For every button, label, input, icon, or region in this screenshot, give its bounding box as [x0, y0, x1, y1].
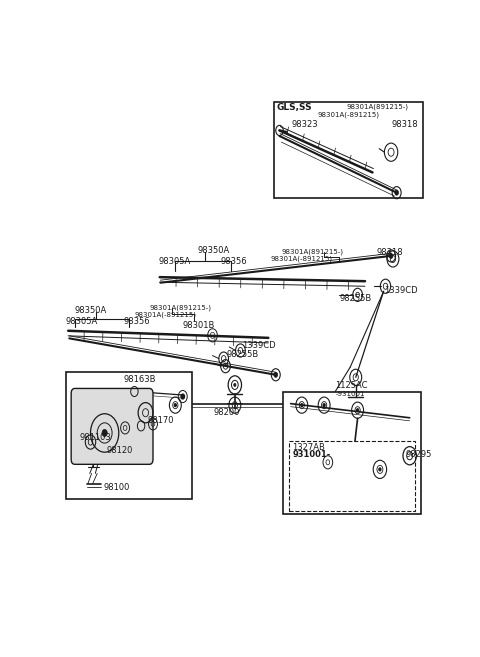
Text: 98100: 98100 [104, 483, 130, 492]
Text: 98323: 98323 [291, 120, 318, 129]
Text: 98356: 98356 [221, 258, 247, 267]
Text: 98301A(-891215): 98301A(-891215) [318, 111, 380, 118]
Circle shape [323, 403, 325, 407]
Text: 931001-: 931001- [292, 450, 331, 459]
Text: 98350A: 98350A [75, 306, 107, 315]
Text: 98301A(891215-): 98301A(891215-) [281, 248, 343, 255]
Text: 98255B: 98255B [227, 350, 259, 359]
Circle shape [389, 254, 393, 258]
Circle shape [234, 384, 236, 386]
Text: 98295: 98295 [406, 450, 432, 459]
Text: 98163B: 98163B [123, 375, 156, 384]
Circle shape [300, 403, 303, 407]
Text: -931001: -931001 [335, 390, 365, 397]
Text: 98305A: 98305A [66, 317, 98, 326]
Text: 98120: 98120 [107, 446, 133, 455]
Text: 98356: 98356 [123, 317, 150, 326]
Circle shape [395, 190, 398, 195]
Circle shape [274, 373, 277, 377]
Text: 98305A: 98305A [158, 258, 191, 267]
Text: 98350A: 98350A [198, 246, 230, 256]
Text: 98200: 98200 [214, 408, 240, 417]
Text: GLS,SS: GLS,SS [276, 102, 312, 112]
Text: 981103: 981103 [79, 432, 111, 442]
Text: 98301B: 98301B [183, 321, 215, 330]
Circle shape [102, 430, 107, 436]
Text: 1327AB: 1327AB [292, 443, 325, 451]
FancyBboxPatch shape [71, 388, 153, 464]
Text: 98301A(-891215): 98301A(-891215) [134, 312, 196, 319]
Bar [283, 392, 421, 514]
Text: 98318: 98318 [376, 248, 403, 258]
Bar [66, 373, 192, 499]
Circle shape [357, 409, 359, 412]
Text: 98301A(-891215): 98301A(-891215) [270, 256, 332, 262]
Bar [289, 441, 415, 511]
Text: 98170: 98170 [147, 417, 174, 425]
Text: 1339CD: 1339CD [384, 286, 417, 295]
Text: 98318: 98318 [392, 120, 419, 129]
Circle shape [174, 403, 177, 407]
Bar [274, 102, 423, 198]
Text: 98301A(891215-): 98301A(891215-) [149, 304, 211, 311]
Circle shape [181, 394, 185, 399]
Text: 98301A(891215-): 98301A(891215-) [347, 104, 408, 110]
Text: 1125AC: 1125AC [335, 382, 368, 390]
Circle shape [379, 468, 381, 471]
Text: 1339CD: 1339CD [242, 342, 276, 350]
Text: 98255B: 98255B [339, 294, 371, 303]
